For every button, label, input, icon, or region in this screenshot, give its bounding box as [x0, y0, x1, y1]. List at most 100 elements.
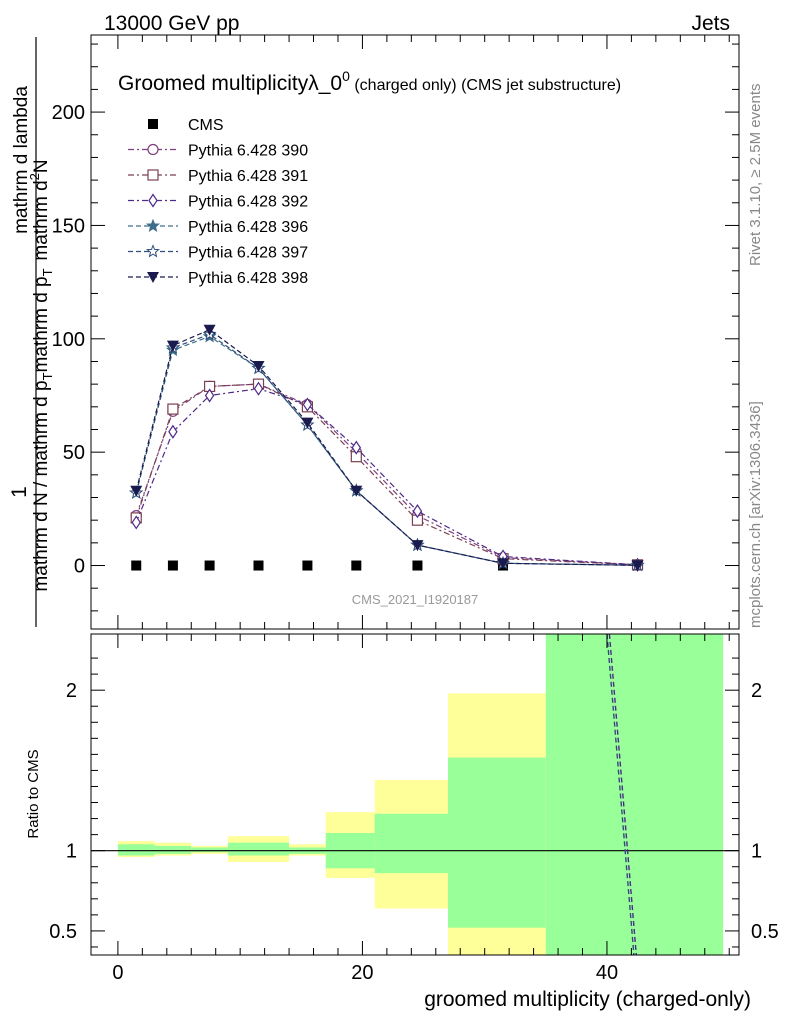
- main-y-tick-label: 0: [74, 556, 85, 578]
- x-tick-label: 40: [596, 962, 618, 984]
- legend-label: Pythia 6.428 391: [188, 168, 308, 185]
- main-y-tick-label: 150: [52, 215, 85, 237]
- data-point: [203, 324, 216, 336]
- ratio-axes: 0.5 0.51 12 20 20 40: [49, 634, 779, 984]
- legend-entry: Pythia 6.428 398: [128, 270, 308, 287]
- data-point: [253, 381, 264, 396]
- y-axis-label-lambda: mathrm d lambda: [11, 86, 32, 234]
- chart-title-superscript: 0: [342, 68, 350, 84]
- data-point: [131, 515, 141, 530]
- data-point: [204, 560, 215, 571]
- ratio-y-axis-label: Ratio to CMS: [25, 749, 42, 838]
- x-axis-label: groomed multiplicity (charged-only): [424, 988, 751, 1011]
- ratio-bands: [117, 634, 724, 955]
- y-label-num-n: N: [31, 159, 52, 173]
- y-label-den-a: mathrm d N / mathrm d p: [31, 380, 52, 591]
- legend-entry: CMS: [148, 117, 224, 134]
- series-line: [135, 383, 638, 566]
- ratio-inner-band: [154, 845, 192, 854]
- ratio-y-tick-label-right: 2: [751, 680, 762, 702]
- legend-entry: Pythia 6.428 396: [128, 218, 308, 236]
- ratio-series-line: [608, 633, 637, 956]
- data-point: [252, 361, 265, 373]
- analysis-watermark: CMS_2021_I1920187: [352, 592, 479, 607]
- ratio-y-tick-label: 2: [66, 680, 77, 702]
- data-point: [301, 417, 314, 429]
- ratio-inner-band: [117, 844, 155, 856]
- series-pythia-6-428-392: [131, 381, 643, 572]
- y-label-num-d: mathrm d: [31, 180, 52, 260]
- main-axes: 0 50 100 150 200: [52, 35, 739, 629]
- ratio-series-line: [606, 633, 635, 956]
- ratio-inner-band: [448, 757, 546, 928]
- data-point: [497, 558, 510, 570]
- header-jets-label: Jets: [691, 12, 730, 35]
- legend-entry: Pythia 6.428 390: [128, 143, 308, 160]
- main-y-tick-label: 100: [52, 329, 85, 351]
- legend-entry: Pythia 6.428 392: [128, 193, 308, 211]
- data-point: [166, 340, 179, 352]
- ratio-y-tick-label-right: 0.5: [751, 921, 779, 943]
- chart-title-suffix: (charged only) (CMS jet substructure): [354, 77, 621, 94]
- data-point: [131, 560, 142, 571]
- x-tick-label: 20: [351, 962, 373, 984]
- chart-title: Groomed multiplicityλ_00 (charged only) …: [118, 68, 621, 95]
- series-line: [135, 388, 638, 566]
- series-pythia-6-428-398: [130, 324, 644, 572]
- ratio-lines: [91, 633, 739, 956]
- series-line: [135, 333, 638, 566]
- side-text-mcplots: mcplots.cern.ch [arXiv:1306.3436]: [747, 401, 764, 628]
- series-line: [135, 383, 638, 566]
- ratio-y-tick-label: 0.5: [49, 921, 77, 943]
- legend-marker: [148, 193, 158, 208]
- legend-marker: [146, 218, 160, 233]
- legend-label: Pythia 6.428 397: [188, 245, 308, 262]
- y-label-den-sub2: T: [40, 268, 55, 276]
- legend-entry: Pythia 6.428 397: [128, 244, 308, 262]
- data-point: [167, 403, 179, 415]
- y-label-num-sup: 2: [27, 173, 42, 180]
- legend-label: CMS: [188, 117, 224, 134]
- series-pythia-6-428-396: [129, 329, 645, 572]
- legend-entry: Pythia 6.428 391: [128, 168, 308, 185]
- data-point: [253, 560, 264, 571]
- series-pythia-6-428-391: [130, 378, 644, 571]
- data-point: [167, 560, 178, 571]
- legend-label: Pythia 6.428 396: [188, 219, 308, 236]
- ratio-inner-band: [227, 842, 290, 856]
- x-tick-label: 0: [112, 962, 123, 984]
- chart-title-main: Groomed multiplicityλ_0: [118, 72, 342, 95]
- main-plot-frame: [90, 34, 740, 630]
- ratio-y-tick-label-right: 1: [751, 841, 762, 863]
- header-energy-label: 13000 GeV pp: [104, 12, 239, 35]
- legend-label: Pythia 6.428 398: [188, 270, 308, 287]
- legend-marker: [147, 272, 159, 283]
- data-point: [130, 485, 143, 497]
- side-text-rivet: Rivet 3.1.10, ≥ 2.5M events: [747, 84, 764, 267]
- data-point: [350, 485, 363, 497]
- y-label-den-b: mathrm d p: [31, 276, 52, 372]
- data-point: [351, 440, 362, 455]
- data-point: [204, 388, 215, 403]
- ratio-y-tick-label: 1: [66, 841, 77, 863]
- legend-label: Pythia 6.428 392: [188, 194, 308, 211]
- ratio-inner-band: [374, 813, 449, 874]
- legend: CMS Pythia 6.428 390 Pythia 6.428 391 Pythi…: [128, 117, 308, 287]
- data-point: [412, 504, 423, 519]
- data-point: [302, 397, 313, 412]
- y-label-den-sub: T: [40, 372, 55, 380]
- series-pythia-6-428-397: [129, 326, 645, 572]
- data-point: [411, 540, 424, 552]
- series-line: [135, 335, 638, 566]
- ratio-inner-band: [191, 847, 228, 853]
- legend-marker: [147, 169, 159, 181]
- legend-marker: [148, 119, 158, 129]
- series-line: [135, 329, 638, 566]
- legend-marker: [147, 143, 159, 156]
- main-y-tick-label: 50: [63, 442, 85, 464]
- y-axis-label-prefix: 1: [8, 486, 31, 498]
- main-y-axis-label: 1 mathrm d2N mathrm d lambda mathrm d N …: [8, 37, 55, 627]
- legend-marker: [146, 244, 160, 258]
- y-axis-label-numerator: mathrm d2N: [27, 159, 52, 260]
